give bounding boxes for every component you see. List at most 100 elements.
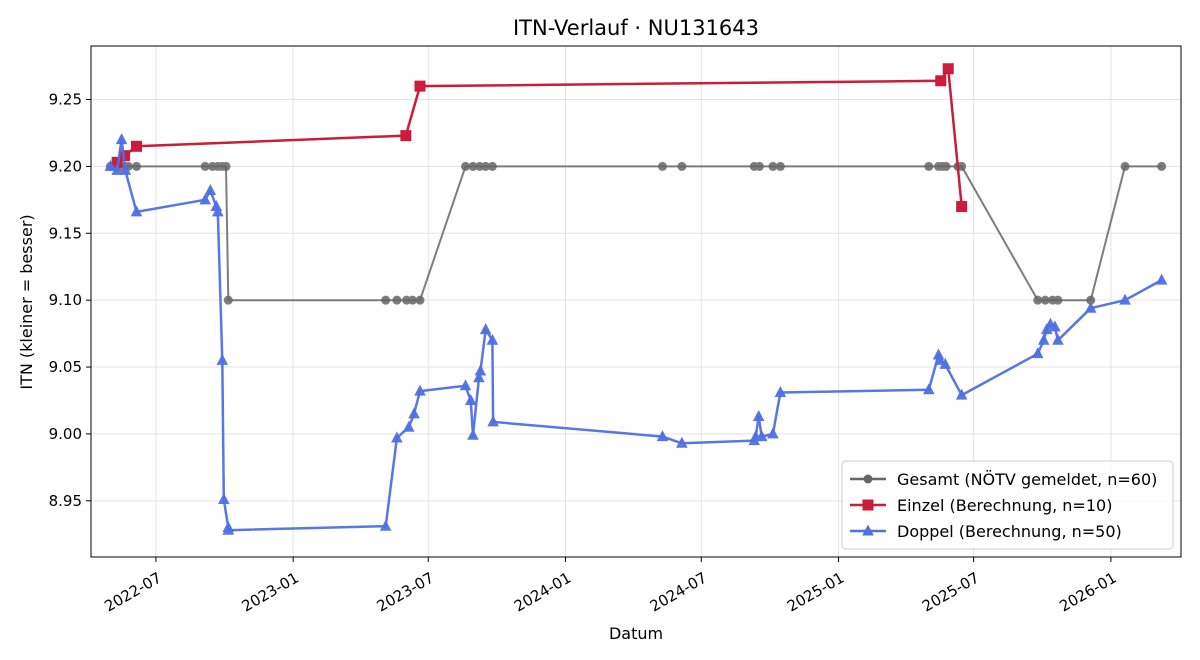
data-point	[104, 159, 117, 171]
data-point	[379, 519, 392, 531]
data-point	[221, 161, 231, 171]
legend-swatch-marker	[862, 499, 874, 511]
data-point	[381, 295, 391, 305]
data-point	[657, 161, 667, 171]
series-layer	[104, 63, 1168, 535]
data-point	[1031, 347, 1044, 359]
data-point	[1155, 273, 1168, 285]
data-point	[1049, 320, 1061, 332]
series-line	[116, 67, 963, 207]
data-point	[1120, 161, 1130, 171]
plot-frame	[90, 45, 1182, 558]
data-point	[111, 163, 123, 175]
data-point	[403, 420, 415, 432]
data-point	[459, 379, 472, 391]
data-point	[132, 161, 142, 171]
data-point	[1033, 295, 1043, 305]
y-tick-label: 9.00	[49, 425, 82, 443]
data-point	[408, 407, 420, 419]
legend-box	[841, 460, 1174, 550]
x-tick-label: 2025-01	[784, 569, 847, 616]
y-tick-label: 9.15	[49, 224, 82, 242]
data-point	[752, 410, 765, 422]
data-point	[400, 130, 412, 142]
series-markers	[104, 133, 1168, 535]
y-tick-label: 9.25	[49, 91, 82, 109]
legend-label: Doppel (Berechnung, n=50)	[897, 522, 1122, 541]
data-point	[199, 193, 211, 205]
legend-label: Gesamt (NÖTV gemeldet, n=60)	[897, 470, 1157, 489]
legend-item: Gesamt (NÖTV gemeldet, n=60)	[850, 470, 1157, 489]
x-tick-label: 2022-07	[101, 569, 164, 616]
data-point	[1053, 295, 1063, 305]
series-circle	[105, 161, 1167, 305]
data-point	[212, 205, 224, 217]
data-point	[481, 161, 491, 171]
data-point	[479, 323, 492, 335]
data-point	[487, 161, 497, 171]
x-tick-label: 2026-01	[1056, 569, 1119, 616]
data-point	[956, 201, 968, 213]
x-axis-title: Datum	[609, 624, 663, 643]
data-point	[131, 140, 143, 152]
y-tick-label: 9.20	[49, 157, 82, 175]
data-point	[1037, 333, 1050, 345]
data-point	[119, 163, 132, 175]
data-point	[468, 161, 478, 171]
y-tick-label: 9.05	[49, 358, 82, 376]
data-point	[934, 353, 946, 365]
y-tick-label: 8.95	[49, 492, 82, 510]
data-point	[1157, 161, 1167, 171]
data-point	[415, 295, 425, 305]
data-point	[935, 75, 947, 87]
data-point	[464, 393, 477, 405]
x-tick-label: 2024-07	[647, 569, 710, 616]
data-point	[755, 430, 768, 442]
data-point	[767, 427, 779, 439]
data-point	[923, 383, 935, 395]
data-point	[677, 161, 687, 171]
data-point	[461, 161, 471, 171]
chart-title: ITN-Verlauf · NU131643	[513, 16, 759, 40]
x-tick-label: 2023-01	[239, 569, 302, 616]
data-point	[222, 523, 235, 535]
legend-item: Doppel (Berechnung, n=50)	[850, 522, 1122, 541]
x-tick-label: 2023-07	[374, 569, 437, 616]
data-point	[223, 295, 233, 305]
data-point	[1084, 301, 1097, 313]
data-point	[467, 428, 479, 440]
data-point	[955, 388, 968, 400]
y-tick-label: 9.10	[49, 291, 82, 309]
data-point	[473, 371, 485, 383]
series-triangle	[104, 133, 1168, 535]
x-tick-label: 2025-07	[919, 569, 982, 616]
data-point	[939, 357, 952, 369]
data-point	[204, 183, 217, 195]
data-point	[115, 133, 128, 145]
legend-swatch-marker	[862, 524, 874, 536]
data-point	[774, 385, 787, 397]
data-point	[216, 353, 229, 365]
data-point	[942, 63, 954, 75]
data-point	[1119, 293, 1131, 305]
data-point	[676, 436, 688, 448]
data-point	[775, 161, 785, 171]
data-point	[217, 492, 230, 504]
data-point	[924, 161, 934, 171]
legend: Gesamt (NÖTV gemeldet, n=60) Einzel (Bere…	[841, 460, 1174, 550]
data-point	[486, 333, 499, 345]
data-point	[768, 161, 778, 171]
data-point	[392, 295, 402, 305]
data-point	[487, 415, 499, 427]
data-point	[414, 384, 426, 396]
data-point	[391, 431, 403, 443]
legend-label: Einzel (Berechnung, n=10)	[897, 496, 1112, 515]
y-axis-title: ITN (kleiner = besser)	[17, 214, 36, 389]
legend-swatch-marker	[863, 474, 873, 484]
legend-item: Einzel (Berechnung, n=10)	[850, 496, 1112, 515]
data-point	[1052, 333, 1064, 345]
x-tick-label: 2024-01	[511, 569, 574, 616]
data-point	[656, 430, 669, 442]
data-point	[957, 161, 967, 171]
